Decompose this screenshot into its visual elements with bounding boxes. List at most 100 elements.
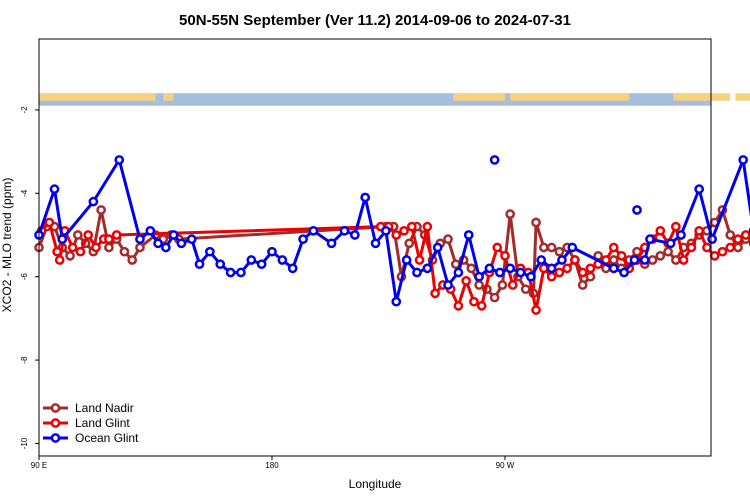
data-point xyxy=(399,225,409,236)
data-point xyxy=(520,284,531,295)
legend-marker xyxy=(50,418,61,428)
data-point xyxy=(554,246,565,257)
data-point xyxy=(733,242,743,253)
legend-label: Land Nadir xyxy=(75,401,134,415)
data-point xyxy=(616,250,627,261)
data-point xyxy=(608,255,619,265)
data-point xyxy=(406,221,417,232)
data-point xyxy=(326,238,337,249)
data-point xyxy=(443,280,453,290)
x-tick-label: 180 xyxy=(265,461,279,470)
data-point xyxy=(422,221,433,232)
data-point xyxy=(645,234,655,245)
data-point xyxy=(153,238,163,249)
data-point xyxy=(54,255,65,265)
data-point xyxy=(671,221,681,232)
data-point xyxy=(619,267,629,278)
landmask-land xyxy=(39,93,156,101)
data-point xyxy=(474,271,484,282)
data-point xyxy=(546,263,557,274)
data-point xyxy=(546,242,557,253)
data-point xyxy=(678,255,689,265)
data-point xyxy=(725,242,736,253)
data-point xyxy=(72,230,83,240)
legend-item: Ocean Glint xyxy=(43,431,139,445)
data-point xyxy=(505,263,516,274)
data-point xyxy=(65,250,75,261)
series-ocean-glint-outliers- xyxy=(489,155,642,215)
data-point xyxy=(655,250,666,261)
landmask-land xyxy=(735,93,750,101)
data-point xyxy=(686,242,697,253)
data-point xyxy=(432,242,443,253)
data-point xyxy=(450,259,461,270)
data-point xyxy=(298,234,308,245)
data-point xyxy=(308,225,319,236)
data-point xyxy=(391,296,402,307)
data-point xyxy=(489,155,500,165)
data-point xyxy=(57,234,68,245)
data-point xyxy=(562,263,572,274)
data-point xyxy=(256,259,267,270)
data-point xyxy=(647,255,658,265)
chart-title: 50N-55N September (Ver 11.2) 2014-09-06 … xyxy=(179,12,571,29)
data-point xyxy=(96,205,106,215)
data-point xyxy=(349,230,360,240)
data-point xyxy=(287,263,298,274)
data-point xyxy=(567,242,578,253)
data-point xyxy=(608,263,619,274)
data-point xyxy=(44,217,55,228)
landmask-land xyxy=(163,93,174,101)
x-tick-label: 90 W xyxy=(496,461,515,470)
data-point xyxy=(453,301,464,311)
data-point xyxy=(168,230,179,240)
data-point xyxy=(339,225,350,236)
data-point xyxy=(194,259,205,270)
data-point xyxy=(360,192,371,203)
data-point xyxy=(246,255,257,265)
x-tick-label: 90 E xyxy=(31,461,47,470)
legend-item: Land Glint xyxy=(43,416,130,430)
data-point xyxy=(557,255,567,265)
data-point xyxy=(632,205,642,215)
data-point xyxy=(474,280,484,290)
data-point xyxy=(500,250,510,261)
data-point xyxy=(111,230,122,240)
data-point xyxy=(381,225,391,236)
data-point xyxy=(577,280,588,290)
landmask-strip xyxy=(39,93,750,106)
data-point xyxy=(489,292,500,303)
data-point xyxy=(205,246,215,257)
data-point xyxy=(665,238,676,249)
data-point xyxy=(135,234,145,245)
data-point xyxy=(629,255,640,265)
data-point xyxy=(709,250,720,261)
y-tick-label: -4 xyxy=(20,189,29,197)
data-point xyxy=(176,238,187,249)
data-point xyxy=(655,225,666,236)
data-point xyxy=(104,242,114,253)
data-point xyxy=(443,234,453,245)
data-point xyxy=(225,267,236,278)
axis-ticks: 90 E 180 90 W -2 -4 -6 -8 -10 xyxy=(20,106,515,470)
data-point xyxy=(531,217,541,228)
data-point xyxy=(430,288,440,299)
y-tick-label: -8 xyxy=(20,356,29,364)
data-point xyxy=(639,255,650,265)
data-point xyxy=(114,155,125,165)
data-point xyxy=(484,263,495,274)
data-point xyxy=(554,267,565,278)
legend-label: Ocean Glint xyxy=(75,431,139,445)
data-point xyxy=(422,263,433,274)
data-point xyxy=(215,259,226,270)
data-point xyxy=(401,255,412,265)
y-tick-label: -2 xyxy=(20,106,29,114)
data-point xyxy=(663,246,673,257)
data-point xyxy=(694,225,705,236)
data-point xyxy=(67,242,78,253)
data-point xyxy=(538,242,549,253)
plot-frame xyxy=(38,38,712,457)
data-point xyxy=(404,238,415,249)
series-layer xyxy=(34,155,750,315)
landmask-land xyxy=(673,93,731,101)
